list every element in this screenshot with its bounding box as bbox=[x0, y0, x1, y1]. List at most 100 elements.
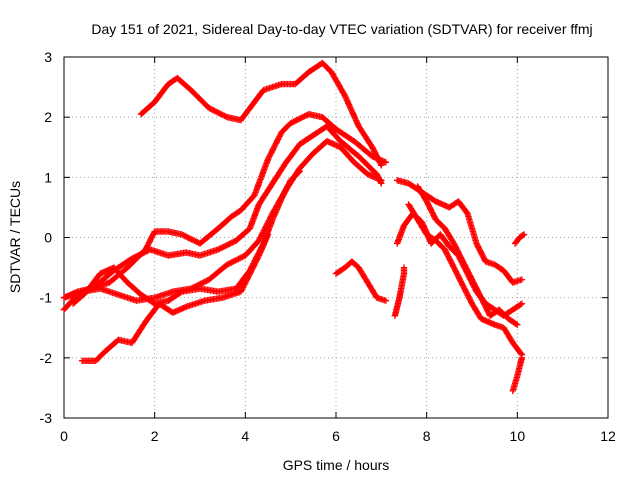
data-point bbox=[459, 282, 467, 289]
data-point bbox=[456, 251, 463, 258]
data-point bbox=[470, 280, 478, 287]
data-point bbox=[276, 133, 283, 140]
data-point bbox=[473, 284, 480, 292]
data-point bbox=[226, 260, 234, 267]
data-point bbox=[180, 232, 187, 239]
data-point bbox=[427, 205, 434, 212]
data-point bbox=[228, 259, 235, 266]
data-point bbox=[452, 268, 460, 275]
data-point bbox=[241, 280, 249, 287]
data-point bbox=[382, 159, 390, 166]
data-point bbox=[224, 241, 232, 248]
data-point bbox=[238, 287, 245, 294]
data-point bbox=[286, 179, 293, 187]
data-point bbox=[185, 234, 192, 242]
data-point bbox=[246, 270, 254, 277]
data-point bbox=[481, 255, 488, 262]
data-point bbox=[450, 263, 457, 270]
data-point bbox=[370, 146, 377, 154]
data-point bbox=[264, 156, 272, 163]
y-tick-label: 2 bbox=[44, 109, 52, 125]
data-point bbox=[222, 113, 229, 120]
data-point bbox=[145, 239, 153, 246]
data-point bbox=[463, 265, 470, 272]
data-point bbox=[294, 116, 301, 123]
data-point bbox=[295, 115, 303, 123]
x-tick-label: 4 bbox=[241, 428, 249, 444]
data-point bbox=[482, 304, 490, 311]
data-point bbox=[462, 263, 469, 271]
data-point bbox=[269, 147, 276, 154]
data-point bbox=[520, 231, 528, 238]
data-point bbox=[228, 239, 236, 246]
data-point bbox=[241, 281, 248, 288]
x-tick-label: 12 bbox=[600, 428, 616, 444]
data-point bbox=[350, 113, 358, 120]
data-point bbox=[424, 199, 431, 206]
data-point bbox=[144, 242, 151, 249]
data-point bbox=[378, 177, 385, 184]
data-point bbox=[443, 249, 450, 256]
data-point bbox=[146, 238, 153, 245]
data-point bbox=[474, 241, 481, 249]
data-point bbox=[133, 253, 140, 260]
data-point bbox=[353, 118, 360, 126]
data-point bbox=[230, 238, 237, 246]
data-point bbox=[475, 290, 483, 297]
data-point bbox=[145, 240, 152, 248]
data-point bbox=[478, 250, 485, 257]
y-tick-label: 0 bbox=[44, 230, 52, 246]
data-point bbox=[514, 321, 521, 328]
data-point bbox=[128, 255, 136, 262]
data-point bbox=[473, 240, 480, 247]
data-point bbox=[477, 293, 484, 300]
data-point bbox=[237, 254, 245, 261]
x-tick-label: 6 bbox=[332, 428, 340, 444]
data-point bbox=[239, 284, 247, 291]
series-track-g bbox=[332, 258, 390, 304]
data-point bbox=[264, 231, 272, 238]
data-point bbox=[148, 235, 155, 242]
data-point bbox=[279, 193, 286, 201]
data-point bbox=[450, 240, 458, 247]
data-point bbox=[465, 269, 472, 276]
data-point bbox=[447, 258, 455, 266]
data-point bbox=[247, 269, 254, 276]
data-point bbox=[203, 277, 210, 285]
data-point bbox=[144, 247, 151, 255]
data-point bbox=[255, 253, 262, 261]
data-point bbox=[191, 237, 198, 244]
data-point bbox=[466, 294, 473, 302]
data-point bbox=[382, 297, 390, 304]
data-point bbox=[221, 242, 229, 250]
data-point bbox=[455, 274, 462, 281]
data-point bbox=[217, 110, 224, 117]
data-point bbox=[475, 288, 482, 296]
data-point bbox=[518, 354, 526, 361]
data-point bbox=[248, 267, 255, 274]
data-point bbox=[518, 300, 526, 307]
x-tick-label: 2 bbox=[151, 428, 159, 444]
data-point bbox=[240, 282, 247, 290]
data-point bbox=[254, 255, 261, 262]
data-point bbox=[198, 279, 206, 287]
data-point bbox=[223, 242, 230, 249]
chart-title: Day 151 of 2021, Sidereal Day-to-day VTE… bbox=[91, 21, 592, 37]
data-point bbox=[455, 250, 462, 257]
data-point bbox=[347, 104, 354, 111]
data-point bbox=[253, 256, 260, 263]
series-track-k bbox=[405, 201, 526, 358]
data-point bbox=[470, 279, 477, 286]
data-point bbox=[456, 275, 463, 282]
data-point bbox=[189, 236, 197, 244]
series-track-a bbox=[137, 59, 385, 169]
data-point bbox=[480, 298, 487, 305]
data-point bbox=[475, 244, 482, 251]
data-point bbox=[239, 285, 246, 293]
data-point bbox=[285, 181, 292, 188]
data-point bbox=[461, 286, 469, 293]
data-point bbox=[219, 111, 227, 119]
data-point bbox=[177, 289, 184, 296]
data-point bbox=[245, 273, 252, 280]
data-point bbox=[429, 210, 437, 218]
